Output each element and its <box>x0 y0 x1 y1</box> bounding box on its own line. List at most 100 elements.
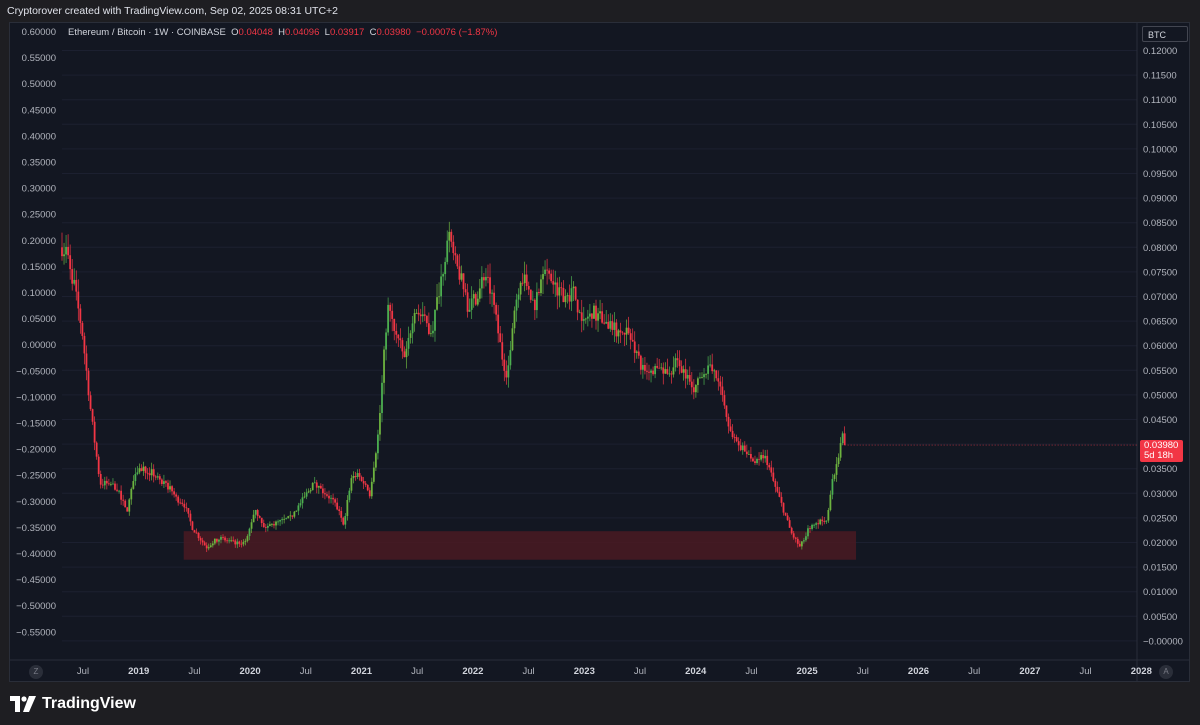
candle-body <box>277 521 279 523</box>
candle-body <box>480 277 483 289</box>
candle-body <box>75 279 78 292</box>
candle-body <box>800 541 803 547</box>
tradingview-logo-text: TradingView <box>42 695 136 712</box>
candle-body <box>140 468 143 471</box>
candle-body <box>71 269 74 284</box>
candle-body <box>550 273 553 282</box>
right-axis-tick-label: 0.05500 <box>1143 366 1177 377</box>
candle-body <box>167 482 169 490</box>
candle-body <box>542 274 544 280</box>
time-axis-year-label: 2027 <box>1019 666 1040 677</box>
time-axis-month-label: Jul <box>634 666 646 677</box>
candle-body <box>680 366 683 373</box>
candle-body <box>829 494 832 511</box>
candle-body <box>407 337 410 349</box>
candle-body <box>342 517 345 525</box>
candle-body <box>103 480 106 486</box>
attribution-bar: Cryptorover created with TradingView.com… <box>0 0 1200 22</box>
candle-body <box>344 516 347 525</box>
left-axis-tick-label: −0.30000 <box>16 497 56 508</box>
candle-body <box>401 340 404 352</box>
candle-body <box>385 332 387 350</box>
candle-body <box>163 481 165 485</box>
candle-body <box>427 323 430 334</box>
candle-body <box>595 305 597 321</box>
candle-body <box>613 322 616 330</box>
candle-body <box>633 341 636 353</box>
left-axis-tick-label: −0.55000 <box>16 627 56 638</box>
left-axis-tick-label: 0.50000 <box>22 79 56 90</box>
candle-body <box>727 416 730 427</box>
candle-body <box>733 437 736 438</box>
candle-body <box>562 288 565 303</box>
candle-body <box>356 473 359 478</box>
left-axis-tick-label: 0.40000 <box>22 131 56 142</box>
tradingview-logo[interactable]: TradingView <box>10 693 136 715</box>
candle-body <box>303 496 306 498</box>
candle-body <box>132 481 135 489</box>
candle-body <box>262 523 265 528</box>
candle-body <box>731 430 734 438</box>
candle-body <box>672 367 675 375</box>
auto-scale-button[interactable]: A <box>1159 665 1173 679</box>
candle-body <box>507 365 510 378</box>
candle-body <box>228 540 231 542</box>
left-axis-tick-label: 0.20000 <box>22 236 56 247</box>
candle-body <box>81 322 84 336</box>
candle-body <box>533 299 536 311</box>
right-axis-tick-label: 0.10500 <box>1143 120 1177 131</box>
time-axis-month-label: Jul <box>745 666 757 677</box>
right-axis-tick-label: 0.00500 <box>1143 612 1177 623</box>
candle-body <box>464 289 467 293</box>
candle-body <box>116 489 118 491</box>
currency-selector[interactable]: BTC <box>1142 26 1188 42</box>
candle-body <box>588 313 591 317</box>
candle-body <box>179 502 182 504</box>
right-axis-tick-label: 0.12000 <box>1143 46 1177 57</box>
candle-body <box>619 330 622 333</box>
chart-frame[interactable] <box>9 22 1190 682</box>
left-axis-tick-label: −0.15000 <box>16 419 56 430</box>
candle-body <box>658 367 661 369</box>
auto-zoom-button[interactable]: Z <box>29 665 43 679</box>
candle-body <box>324 493 326 495</box>
candle-body <box>403 351 406 358</box>
candle-body <box>809 528 811 530</box>
candle-body <box>448 231 451 241</box>
candle-body <box>425 315 428 324</box>
candle-body <box>497 314 500 334</box>
candle-body <box>684 369 687 379</box>
time-axis-year-label: 2028 <box>1131 666 1152 677</box>
candle-body <box>330 497 332 499</box>
candle-body <box>788 520 791 528</box>
candle-body <box>729 426 732 431</box>
candle-body <box>105 480 108 484</box>
candle-body <box>591 313 593 319</box>
candle-body <box>635 351 638 353</box>
candle-body <box>279 520 281 522</box>
candle-body <box>352 476 355 479</box>
candle-body <box>299 503 302 506</box>
candle-body <box>713 370 716 372</box>
candle-body <box>301 497 304 504</box>
last-price-value: 0.03980 <box>1144 440 1179 451</box>
candle-body <box>650 370 652 373</box>
candle-body <box>566 295 569 297</box>
time-axis-month-label: Jul <box>77 666 89 677</box>
candle-body <box>321 488 324 494</box>
time-axis-month-label: Jul <box>300 666 312 677</box>
candle-body <box>519 282 522 295</box>
candle-body <box>69 255 72 270</box>
candle-body <box>639 355 642 370</box>
candle-body <box>360 476 363 482</box>
left-axis-tick-label: 0.35000 <box>22 158 56 169</box>
candle-body <box>644 364 646 371</box>
right-axis-tick-label: 0.09000 <box>1143 194 1177 205</box>
candle-body <box>264 527 267 528</box>
candle-body <box>273 524 275 526</box>
candle-body <box>525 274 528 287</box>
right-axis-tick-label: 0.11000 <box>1143 95 1177 106</box>
candle-body <box>421 314 424 317</box>
candle-body <box>232 540 235 542</box>
